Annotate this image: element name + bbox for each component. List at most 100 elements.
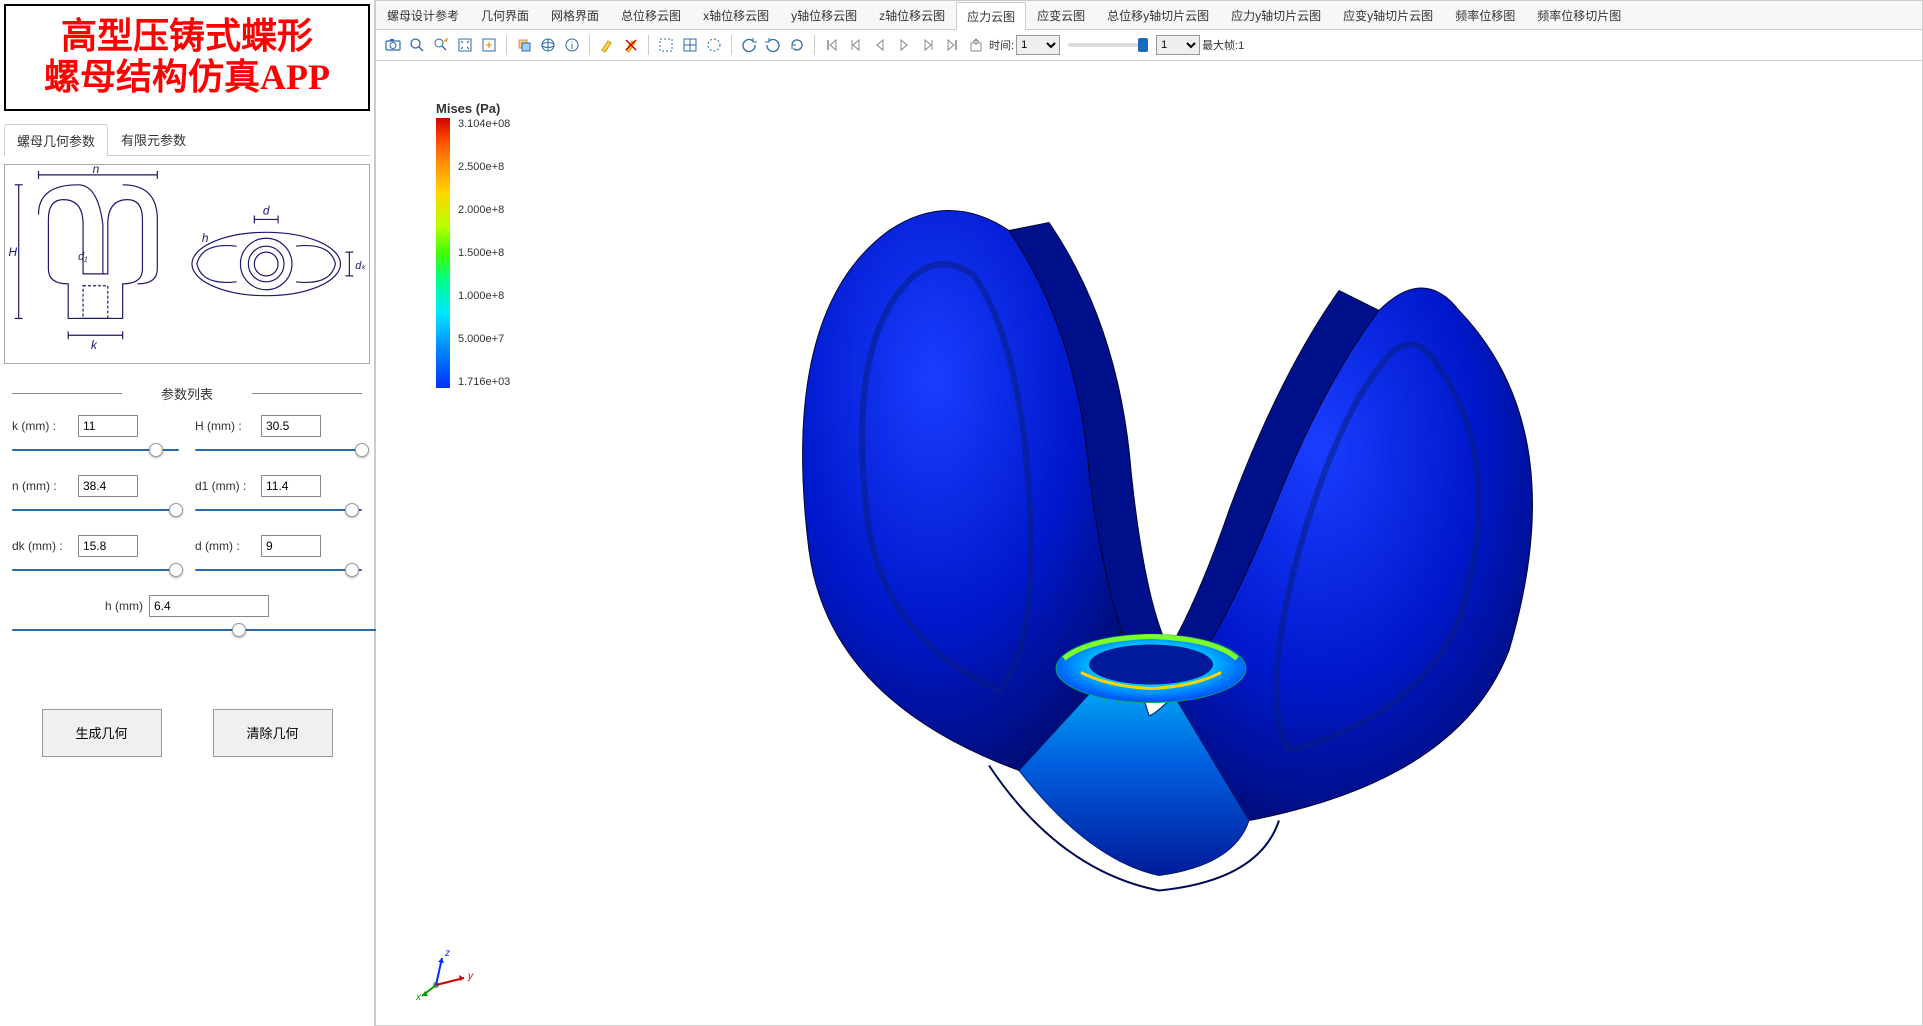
slider-d[interactable] [195,561,362,579]
copy-icon[interactable] [513,34,535,56]
svg-text:d₁: d₁ [78,251,88,263]
result-tab-10[interactable]: 应力y轴切片云图 [1220,1,1332,29]
result-tabs: 螺母设计参考几何界面网格界面总位移云图x轴位移云图y轴位移云图z轴位移云图应力云… [376,1,1922,30]
legend-tick: 1.500e+8 [458,247,510,259]
result-tab-5[interactable]: y轴位移云图 [780,1,868,29]
label-dk: dk (mm) : [12,539,72,553]
info-icon[interactable]: i [561,34,583,56]
viewport[interactable]: Mises (Pa) 3.104e+08 2.500e+8 2.000e+8 1.50… [376,61,1922,1025]
prev-step-icon[interactable] [845,34,867,56]
svg-text:n: n [93,165,100,176]
title-line1: 高型压铸式蝶形 [10,16,364,57]
svg-text:x: x [415,992,422,1003]
legend-title: Mises (Pa) [436,101,556,116]
legend-tick: 5.000e+7 [458,333,510,345]
input-d1[interactable] [261,475,321,497]
param-list-header: 参数列表 [4,384,370,403]
slider-k[interactable] [12,441,179,459]
label-n: n (mm) : [12,479,72,493]
result-tab-0[interactable]: 螺母设计参考 [376,1,470,29]
result-tab-8[interactable]: 应变云图 [1026,1,1096,29]
legend-tick: 1.716e+03 [458,376,510,388]
result-tab-13[interactable]: 频率位移切片图 [1526,1,1632,29]
input-h[interactable] [149,595,269,617]
max-frame-label: 最大帧:1 [1202,37,1244,53]
highlight-icon[interactable] [596,34,618,56]
slider-d1[interactable] [195,501,362,519]
slider-n[interactable] [12,501,179,519]
frame-select[interactable]: 1 [1156,35,1200,55]
tab-fem-params[interactable]: 有限元参数 [108,123,199,155]
svg-text:d: d [263,203,270,217]
input-dk[interactable] [78,535,138,557]
rotate-left-icon[interactable] [738,34,760,56]
clear-geometry-button[interactable]: 清除几何 [213,709,333,757]
input-n[interactable] [78,475,138,497]
svg-text:k: k [91,338,98,352]
fit-view-icon[interactable] [454,34,476,56]
select-box-icon[interactable] [655,34,677,56]
time-label: 时间: [989,37,1014,53]
left-panel: 高型压铸式蝶形 螺母结构仿真APP 螺母几何参数 有限元参数 n [0,0,375,1026]
result-tab-1[interactable]: 几何界面 [470,1,540,29]
magnify-icon[interactable] [406,34,428,56]
result-tab-4[interactable]: x轴位移云图 [692,1,780,29]
svg-text:z: z [444,948,450,959]
play-icon[interactable] [893,34,915,56]
refresh-icon[interactable] [786,34,808,56]
prev-frame-icon[interactable] [869,34,891,56]
zoom-window-icon[interactable] [430,34,452,56]
axes-triad: y x z [416,940,476,1000]
select-circle-icon[interactable] [703,34,725,56]
svg-text:i: i [571,41,573,52]
time-slider[interactable] [1068,43,1148,47]
tab-geometry-params[interactable]: 螺母几何参数 [4,124,108,156]
next-frame-icon[interactable] [917,34,939,56]
slider-H[interactable] [195,441,362,459]
result-tab-9[interactable]: 总位移y轴切片云图 [1096,1,1220,29]
viewer-toolbar: i 时间: 1 1 最大帧:1 [376,30,1922,61]
right-panel: 螺母设计参考几何界面网格界面总位移云图x轴位移云图y轴位移云图z轴位移云图应力云… [375,0,1923,1026]
legend-tick: 3.104e+08 [458,118,510,130]
param-grid: k (mm) : H (mm) : n (mm) : [4,415,370,591]
globe-icon[interactable] [537,34,559,56]
result-tab-2[interactable]: 网格界面 [540,1,610,29]
color-legend: Mises (Pa) 3.104e+08 2.500e+8 2.000e+8 1.50… [436,101,556,388]
geometry-diagram: n H d₁ k d [4,164,370,364]
select-grid-icon[interactable] [679,34,701,56]
clear-highlight-icon[interactable] [620,34,642,56]
pan-icon[interactable] [478,34,500,56]
input-d[interactable] [261,535,321,557]
export-icon[interactable] [965,34,987,56]
param-tabs: 螺母几何参数 有限元参数 [4,123,370,156]
label-d1: d1 (mm) : [195,479,255,493]
rotate-right-icon[interactable] [762,34,784,56]
legend-bar [436,118,450,388]
time-select[interactable]: 1 [1016,35,1060,55]
label-h: h (mm) [105,599,143,613]
result-tab-6[interactable]: z轴位移云图 [868,1,956,29]
svg-text:h: h [202,231,209,245]
model-render [689,171,1609,954]
legend-labels: 3.104e+08 2.500e+8 2.000e+8 1.500e+8 1.000e+… [458,118,510,388]
label-k: k (mm) : [12,419,72,433]
result-tab-7[interactable]: 应力云图 [956,2,1026,30]
last-frame-icon[interactable] [941,34,963,56]
label-H: H (mm) : [195,419,255,433]
input-H[interactable] [261,415,321,437]
generate-geometry-button[interactable]: 生成几何 [42,709,162,757]
slider-h[interactable] [12,621,378,639]
first-frame-icon[interactable] [821,34,843,56]
label-d: d (mm) : [195,539,255,553]
slider-dk[interactable] [12,561,179,579]
result-tab-11[interactable]: 应变y轴切片云图 [1332,1,1444,29]
input-k[interactable] [78,415,138,437]
legend-tick: 2.000e+8 [458,204,510,216]
legend-tick: 1.000e+8 [458,290,510,302]
svg-text:y: y [467,971,474,982]
title-line2: 螺母结构仿真APP [10,57,364,98]
legend-tick: 2.500e+8 [458,161,510,173]
result-tab-12[interactable]: 频率位移图 [1444,1,1526,29]
result-tab-3[interactable]: 总位移云图 [610,1,692,29]
camera-icon[interactable] [382,34,404,56]
